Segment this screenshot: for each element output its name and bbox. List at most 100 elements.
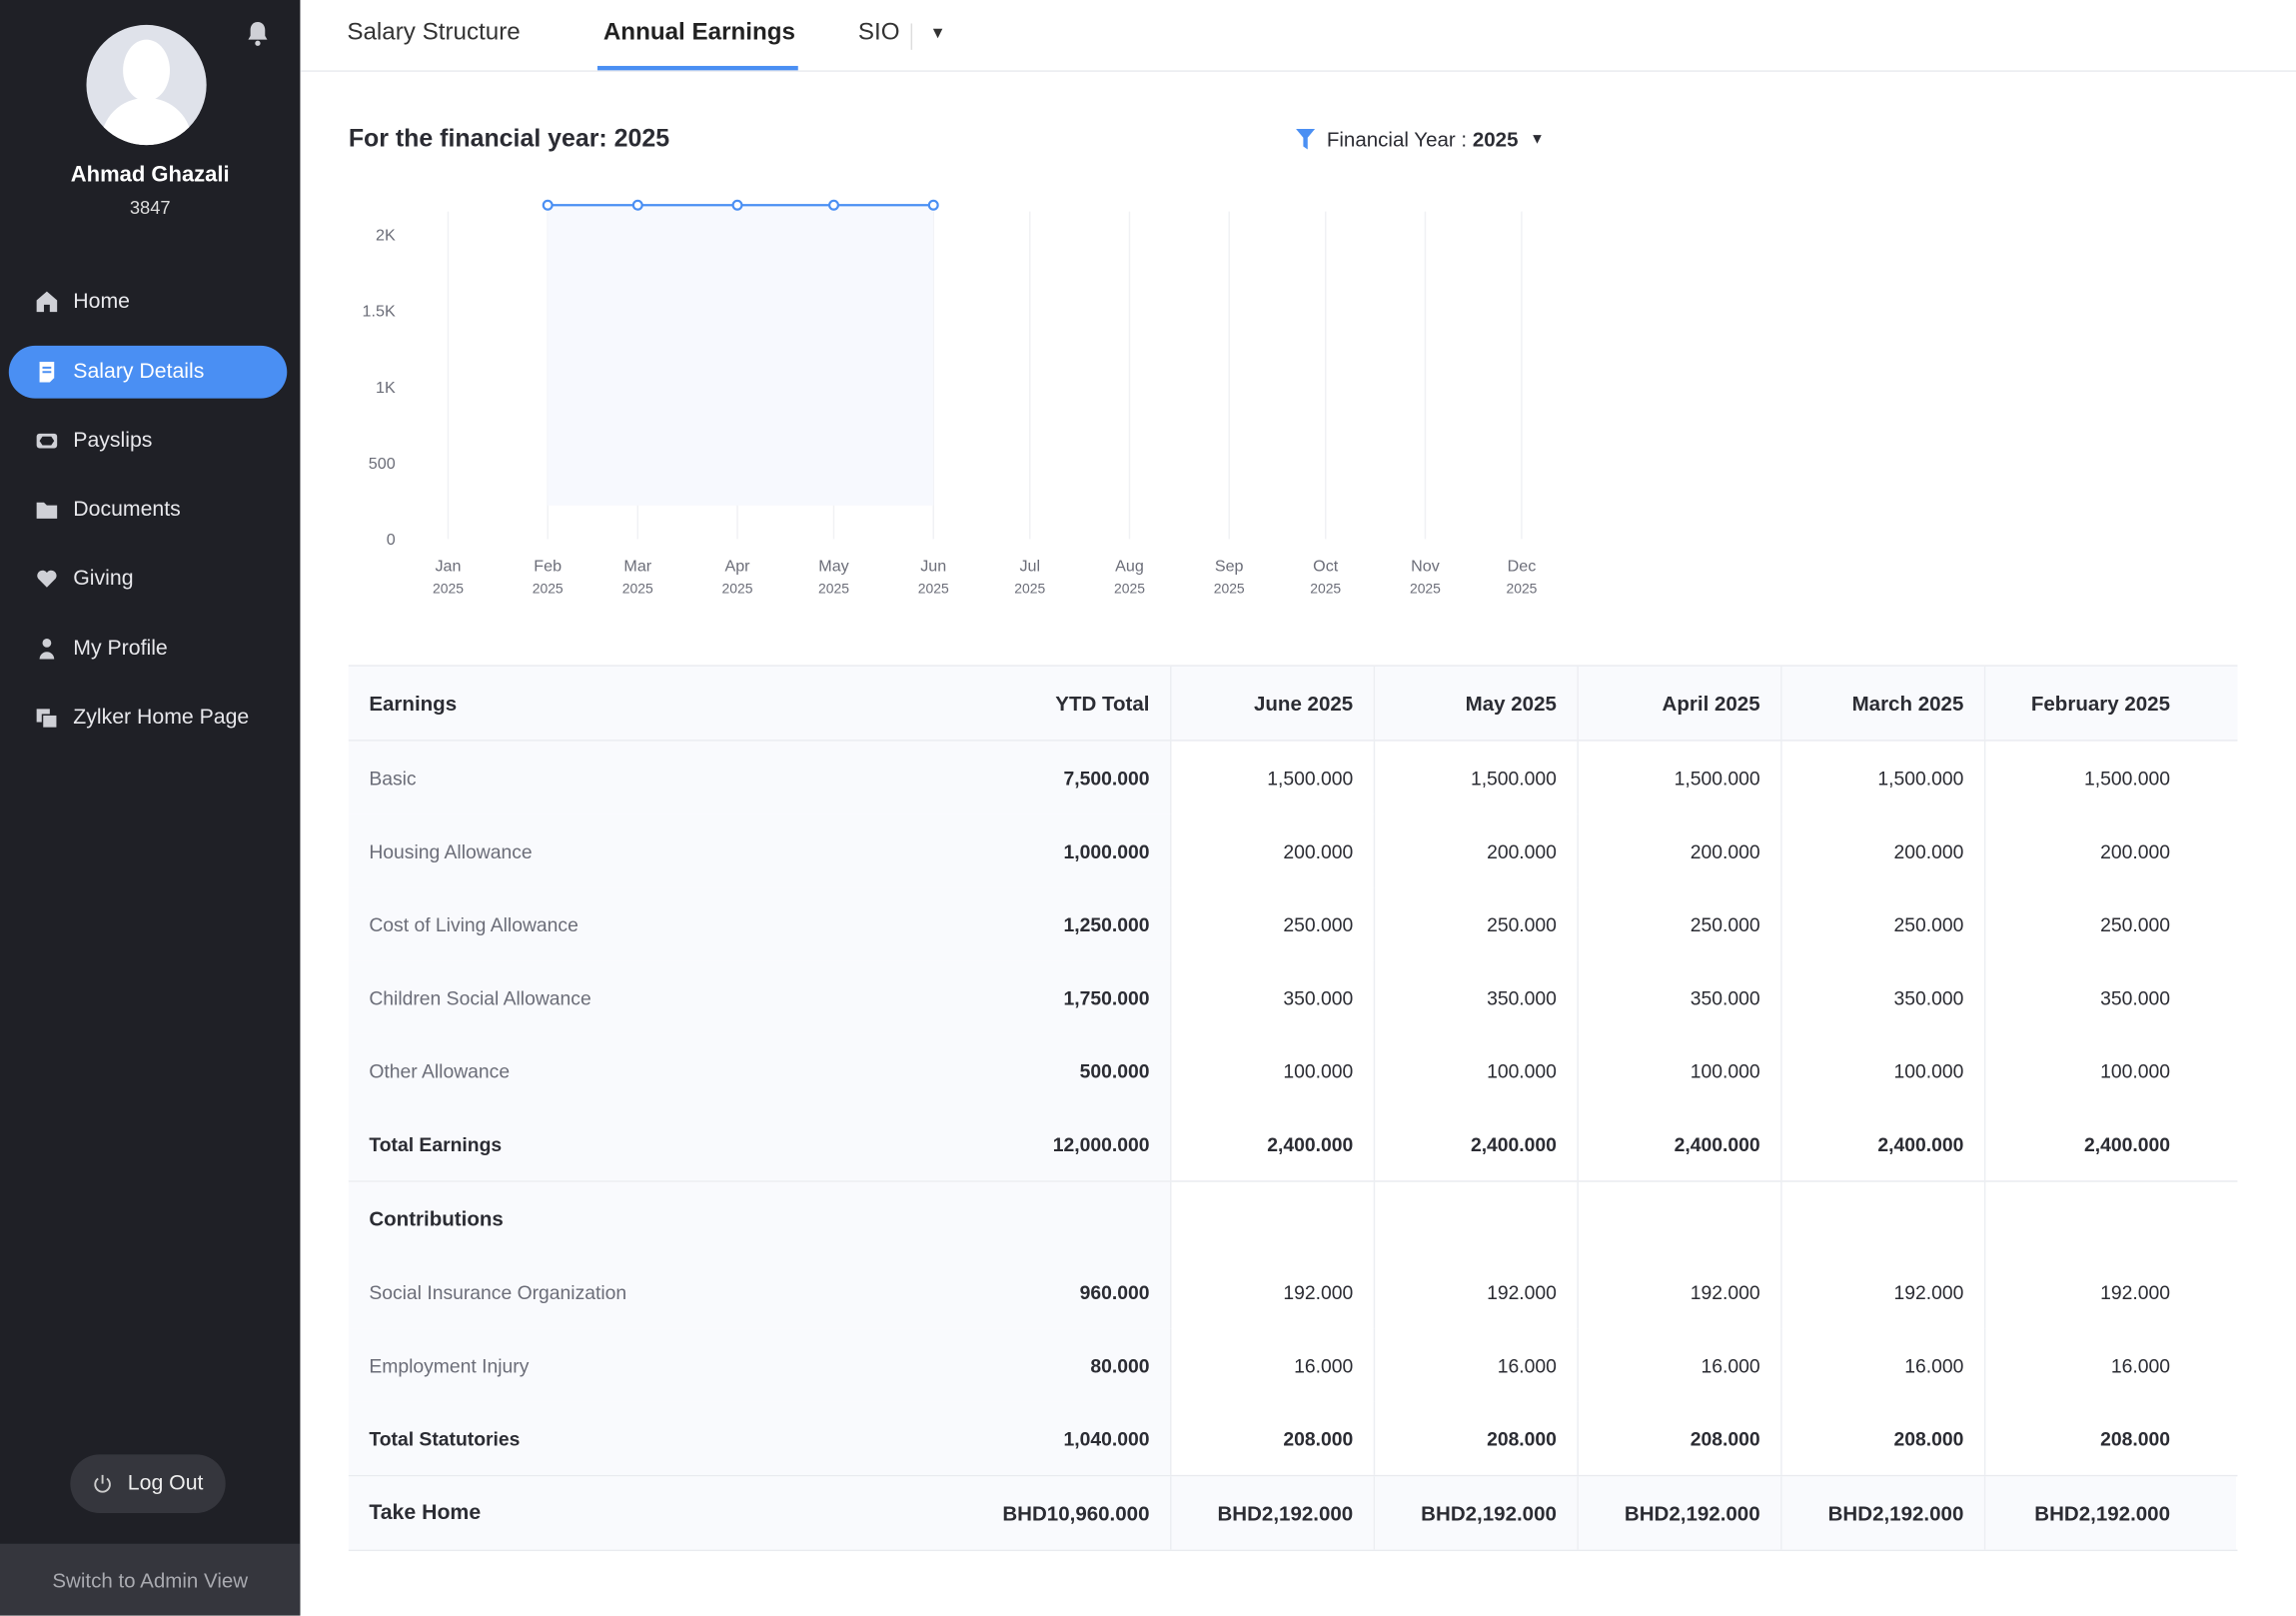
table-row: Basic 7,500.000 1,500.000 1,500.000 1,500.00… bbox=[348, 741, 2238, 814]
contributions-section-header: Contributions bbox=[348, 1181, 2238, 1256]
sidebar-item-documents[interactable]: Documents bbox=[9, 484, 287, 537]
table-row: Other Allowance 500.000 100.000 100.000 100.… bbox=[348, 1033, 2238, 1107]
row-label: Housing Allowance bbox=[369, 839, 533, 862]
month-value: 100.000 bbox=[1171, 1033, 1376, 1107]
ytd-value: 1,040.000 bbox=[1063, 1427, 1150, 1450]
ytd-value: BHD10,960.000 bbox=[1002, 1501, 1150, 1525]
sidebar-item-salary-details[interactable]: Salary Details bbox=[8, 345, 288, 399]
x-tick-label: Jan bbox=[435, 558, 461, 576]
month-value: 1,500.000 bbox=[2084, 767, 2171, 790]
month-value: BHD2,192.000 bbox=[1171, 1476, 1376, 1550]
x-tick-label: Oct bbox=[1313, 558, 1339, 576]
month-value: 250.000 bbox=[2100, 912, 2171, 935]
sidebar-item-giving[interactable]: Giving bbox=[9, 553, 287, 606]
row-label: Total Statutories bbox=[369, 1427, 521, 1450]
total-statutories-row: Total Statutories 1,040.000 208.000 208.000… bbox=[348, 1401, 2238, 1477]
tab-annual-earnings[interactable]: Annual Earnings bbox=[602, 19, 795, 46]
month-value: 208.000 bbox=[1171, 1401, 1376, 1475]
y-tick-label: 500 bbox=[369, 455, 396, 473]
month-value: 100.000 bbox=[1579, 1033, 1782, 1107]
financial-year-filter[interactable]: Financial Year : 2025 ▼ bbox=[1296, 128, 1545, 151]
sidebar-item-label: Documents bbox=[73, 498, 181, 522]
row-label: Basic bbox=[369, 767, 417, 790]
month-value: 16.000 bbox=[1375, 1328, 1579, 1402]
month-value: 192.000 bbox=[2100, 1280, 2171, 1303]
active-tab-indicator bbox=[596, 65, 798, 71]
chevron-down-icon: ▼ bbox=[1530, 131, 1545, 148]
user-id: 3847 bbox=[129, 197, 171, 219]
month-value: 1,500.000 bbox=[1782, 741, 1986, 814]
column-header: March 2025 bbox=[1781, 666, 1986, 741]
user-name: Ahmad Ghazali bbox=[70, 162, 230, 188]
power-icon bbox=[94, 1474, 112, 1493]
row-label: Children Social Allowance bbox=[369, 986, 591, 1009]
month-value: 208.000 bbox=[1782, 1401, 1986, 1475]
x-tick-year: 2025 bbox=[533, 581, 564, 597]
ytd-value: 1,000.000 bbox=[1063, 839, 1150, 862]
month-value: 16.000 bbox=[1171, 1328, 1376, 1402]
column-header: Earnings bbox=[369, 691, 458, 716]
month-value: 250.000 bbox=[1375, 887, 1579, 961]
earnings-table: Earnings YTD Total June 2025 May 2025 April … bbox=[348, 665, 2238, 1552]
x-tick-year: 2025 bbox=[1114, 581, 1145, 597]
x-tick-year: 2025 bbox=[1506, 581, 1537, 597]
column-header: February 2025 bbox=[1985, 666, 2236, 741]
total-earnings-row: Total Earnings 12,000.000 2,400.000 2,400.0… bbox=[348, 1106, 2238, 1182]
ytd-value: 960.000 bbox=[1079, 1280, 1150, 1303]
month-value: 200.000 bbox=[1171, 813, 1376, 888]
ytd-value: 1,750.000 bbox=[1063, 986, 1150, 1009]
y-tick-label: 1.5K bbox=[363, 303, 396, 321]
y-tick-label: 1K bbox=[376, 379, 396, 397]
heart-icon bbox=[35, 567, 58, 590]
more-tabs-dropdown-icon[interactable]: ▼ bbox=[929, 24, 946, 43]
row-label: Social Insurance Organization bbox=[369, 1280, 627, 1303]
table-row: Cost of Living Allowance 1,250.000 250.000… bbox=[348, 887, 2238, 961]
logout-button[interactable]: Log Out bbox=[70, 1454, 226, 1513]
data-point bbox=[731, 199, 743, 211]
y-tick-label: 2K bbox=[376, 226, 396, 244]
sidebar-item-my-profile[interactable]: My Profile bbox=[9, 623, 287, 676]
column-header: June 2025 bbox=[1171, 666, 1376, 741]
table-row: Employment Injury 80.000 16.000 16.000 16.00… bbox=[348, 1328, 2238, 1402]
x-tick-label: Mar bbox=[623, 558, 651, 576]
ytd-value: 1,250.000 bbox=[1063, 912, 1150, 935]
series-area bbox=[548, 205, 934, 506]
section-label: Contributions bbox=[369, 1206, 504, 1231]
financial-year-label: Financial Year : bbox=[1326, 127, 1468, 151]
month-value: 1,500.000 bbox=[1171, 741, 1376, 814]
switch-admin-view-button[interactable]: Switch to Admin View bbox=[0, 1543, 301, 1616]
month-value: 192.000 bbox=[1171, 1255, 1376, 1329]
row-label: Cost of Living Allowance bbox=[369, 912, 578, 935]
x-tick-label: Apr bbox=[724, 558, 750, 576]
month-value: 250.000 bbox=[1782, 887, 1986, 961]
data-point bbox=[631, 199, 643, 211]
sidebar-item-label: Home bbox=[73, 290, 130, 314]
avatar[interactable] bbox=[86, 24, 207, 146]
column-header: May 2025 bbox=[1375, 666, 1579, 741]
x-tick-label: Jul bbox=[1019, 558, 1040, 576]
data-point bbox=[542, 199, 554, 211]
sidebar-item-label: Giving bbox=[73, 567, 134, 591]
month-value: 250.000 bbox=[1579, 887, 1782, 961]
x-tick-year: 2025 bbox=[722, 581, 753, 597]
payslip-icon bbox=[35, 429, 58, 452]
sidebar-item-label: Payslips bbox=[73, 429, 153, 453]
x-tick-label: Sep bbox=[1215, 558, 1244, 576]
row-label: Take Home bbox=[369, 1501, 482, 1525]
column-header: April 2025 bbox=[1578, 666, 1782, 741]
sidebar-item-zylker-home-page[interactable]: Zylker Home Page bbox=[9, 692, 287, 745]
x-tick-label: May bbox=[818, 558, 849, 576]
tab-salary-structure[interactable]: Salary Structure bbox=[347, 19, 521, 46]
sidebar-item-payslips[interactable]: Payslips bbox=[9, 415, 287, 468]
month-value: BHD2,192.000 bbox=[1781, 1476, 1986, 1550]
sidebar-item-home[interactable]: Home bbox=[9, 276, 287, 329]
folder-icon bbox=[35, 498, 58, 521]
bell-icon[interactable] bbox=[246, 21, 269, 47]
month-value: 208.000 bbox=[1375, 1401, 1579, 1475]
x-tick-label: Jun bbox=[920, 558, 946, 576]
logout-label: Log Out bbox=[127, 1471, 204, 1496]
tab-sio[interactable]: SIO bbox=[857, 19, 900, 46]
sidebar-item-label: Zylker Home Page bbox=[73, 706, 250, 730]
month-value: 1,500.000 bbox=[1375, 741, 1579, 814]
month-value: 200.000 bbox=[2100, 839, 2171, 862]
